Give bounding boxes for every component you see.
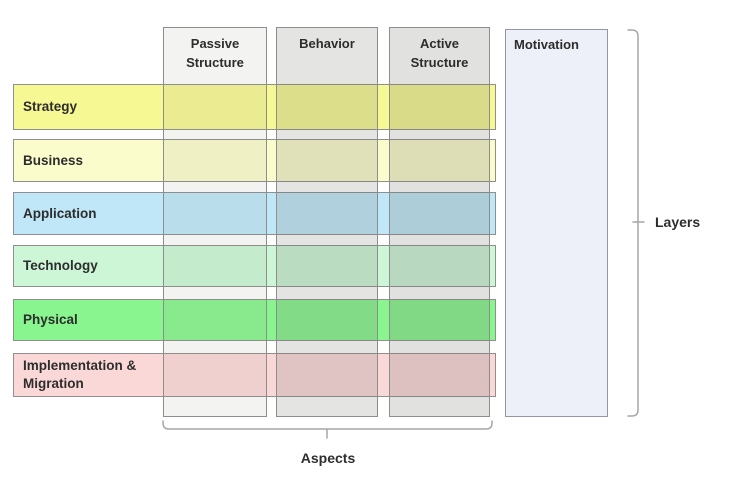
layer-label-strategy: Strategy [23, 99, 78, 115]
aspect-column-passive-structure: Passive Structure [163, 27, 267, 417]
layer-label-physical: Physical [23, 312, 78, 328]
aspect-label-active-structure: Active Structure [410, 36, 469, 70]
aspects-bracket [162, 420, 493, 439]
layer-label-business: Business [23, 152, 84, 168]
aspect-label-passive-structure: Passive Structure [186, 36, 244, 70]
layer-row-implementation-migration: Implementation & Migration [13, 353, 496, 397]
aspect-column-behavior: Behavior [276, 27, 378, 417]
layer-row-technology: Technology [13, 245, 496, 287]
layer-label-technology: Technology [23, 258, 98, 274]
motivation-label: Motivation [514, 37, 579, 52]
layers-bracket [627, 29, 645, 417]
layer-label-application: Application [23, 205, 97, 221]
aspect-column-active-structure: Active Structure [389, 27, 490, 417]
layer-label-implementation-migration: Implementation & Migration [23, 358, 137, 391]
layer-row-physical: Physical [13, 299, 496, 341]
layers-bracket-label: Layers [655, 214, 701, 230]
motivation-box: Motivation [505, 29, 608, 417]
layer-row-strategy: Strategy [13, 84, 496, 130]
aspects-bracket-label: Aspects [300, 450, 356, 466]
layer-row-application: Application [13, 192, 496, 235]
aspect-label-behavior: Behavior [299, 36, 355, 51]
layer-row-business: Business [13, 139, 496, 182]
